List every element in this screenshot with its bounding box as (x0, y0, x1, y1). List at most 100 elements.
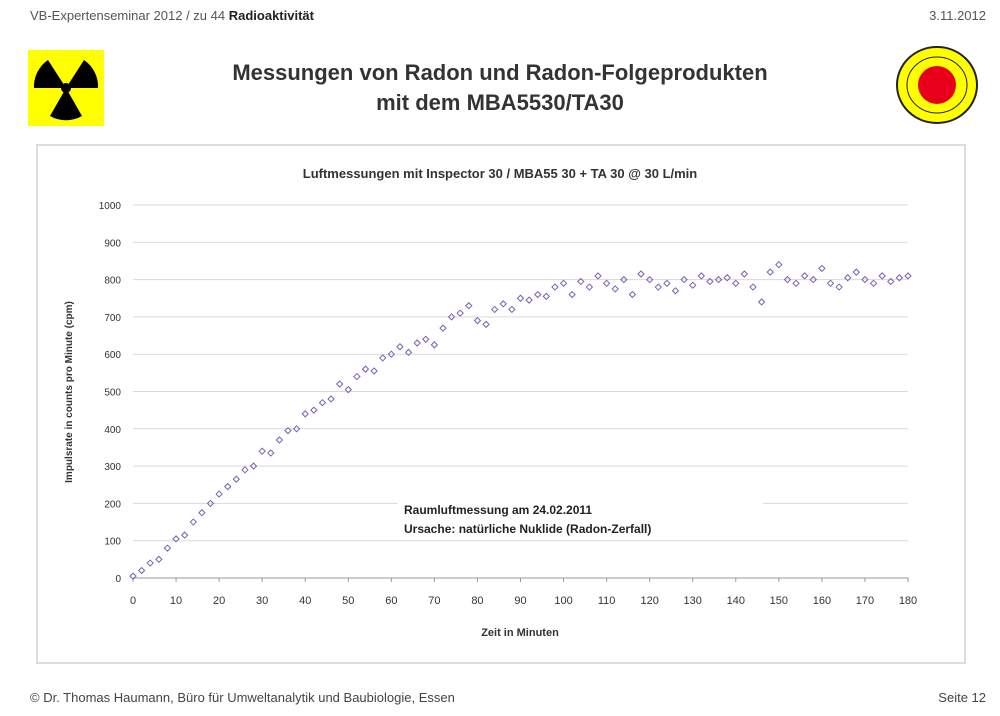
data-point (852, 268, 861, 276)
data-point (516, 294, 525, 302)
data-point (551, 283, 559, 291)
data-point (878, 272, 886, 280)
y-tick-label: 0 (115, 574, 121, 585)
header-seminar: VB-Expertenseminar 2012 / zu 44 (30, 8, 229, 23)
annotation-line-2: Ursache: natürliche Nuklide (Radon-Zerfa… (404, 522, 651, 536)
y-tick-label: 200 (104, 499, 121, 510)
x-tick-label: 180 (899, 595, 917, 607)
data-point (568, 290, 576, 299)
annotation-box (398, 498, 763, 540)
x-tick-label: 140 (727, 595, 745, 607)
footer-page-number: Seite 12 (938, 690, 986, 705)
data-point (224, 482, 232, 491)
data-point (422, 335, 430, 343)
data-point (137, 566, 146, 575)
data-point (611, 285, 619, 293)
data-point (714, 275, 723, 284)
data-point (396, 343, 404, 351)
y-tick-label: 900 (104, 238, 121, 249)
data-point (447, 313, 456, 321)
x-tick-label: 90 (514, 595, 526, 607)
y-axis-label: Impulsrate in counts pro Minute (cpm) (64, 301, 75, 483)
data-point (792, 279, 800, 288)
data-point (163, 544, 172, 552)
x-tick-label: 50 (342, 595, 354, 607)
chart-frame (36, 144, 966, 664)
data-point (172, 535, 180, 543)
anti-nuclear-logo (893, 44, 981, 126)
x-tick-label: 40 (299, 595, 311, 607)
data-point (775, 260, 783, 269)
data-point (628, 290, 637, 299)
data-point (439, 324, 447, 332)
title-line-2: mit dem MBA5530/TA30 (376, 90, 624, 115)
page-title: Messungen von Radon und Radon-Folgeprodu… (150, 58, 850, 118)
data-point (490, 305, 499, 314)
data-point (465, 302, 473, 310)
data-point (404, 348, 413, 357)
x-tick-label: 10 (170, 595, 182, 607)
data-point (887, 277, 895, 286)
data-point (826, 279, 835, 288)
data-point (146, 559, 154, 567)
data-point (654, 283, 662, 291)
data-point (637, 270, 645, 278)
data-point (723, 274, 731, 282)
radiation-trefoil-icon (33, 60, 99, 121)
data-point (818, 264, 826, 273)
x-tick-label: 170 (856, 595, 874, 607)
x-tick-label: 30 (256, 595, 268, 607)
data-point (577, 277, 585, 286)
data-point (387, 350, 396, 358)
data-point (757, 298, 766, 306)
x-tick-label: 100 (554, 595, 572, 607)
data-point (835, 283, 843, 291)
data-point (671, 287, 680, 295)
y-tick-label: 500 (104, 388, 121, 399)
data-point (180, 531, 189, 539)
data-point (370, 367, 378, 375)
data-point (559, 279, 568, 288)
data-point (413, 339, 421, 347)
data-point (594, 272, 602, 280)
x-tick-label: 150 (770, 595, 788, 607)
y-tick-label: 600 (104, 350, 121, 361)
y-tick-label: 800 (104, 276, 121, 287)
data-point (895, 274, 904, 282)
data-point (258, 447, 266, 455)
data-point (508, 305, 516, 314)
data-point (869, 279, 878, 288)
y-tick-label: 1000 (99, 201, 122, 212)
x-tick-label: 0 (130, 595, 136, 607)
x-tick-label: 80 (471, 595, 483, 607)
data-point (809, 275, 817, 284)
header-topic: Radioaktivität (228, 8, 314, 23)
x-tick-label: 130 (684, 595, 702, 607)
data-point (499, 300, 507, 308)
x-tick-label: 20 (213, 595, 225, 607)
header-left: VB-Expertenseminar 2012 / zu 44 Radioakt… (30, 8, 314, 23)
data-point (353, 372, 361, 381)
data-point (361, 365, 370, 373)
data-point (284, 426, 292, 435)
footer-copyright: © Dr. Thomas Haumann, Büro für Umweltana… (30, 690, 455, 705)
data-point (327, 395, 335, 403)
data-point (335, 380, 344, 388)
data-point (844, 274, 852, 282)
data-point (525, 296, 533, 304)
x-tick-label: 110 (598, 595, 616, 607)
data-point (689, 281, 697, 289)
x-tick-label: 160 (813, 595, 831, 607)
y-tick-label: 100 (104, 537, 121, 548)
data-point (249, 462, 258, 470)
data-point (740, 270, 749, 278)
title-line-1: Messungen von Radon und Radon-Folgeprodu… (232, 60, 768, 85)
data-point (344, 385, 352, 394)
annotation-line-1: Raumluftmessung am 24.02.2011 (404, 503, 592, 517)
data-point (800, 272, 809, 280)
data-point (430, 341, 439, 349)
data-point (904, 272, 912, 280)
data-point (232, 475, 241, 483)
data-point (206, 499, 215, 508)
